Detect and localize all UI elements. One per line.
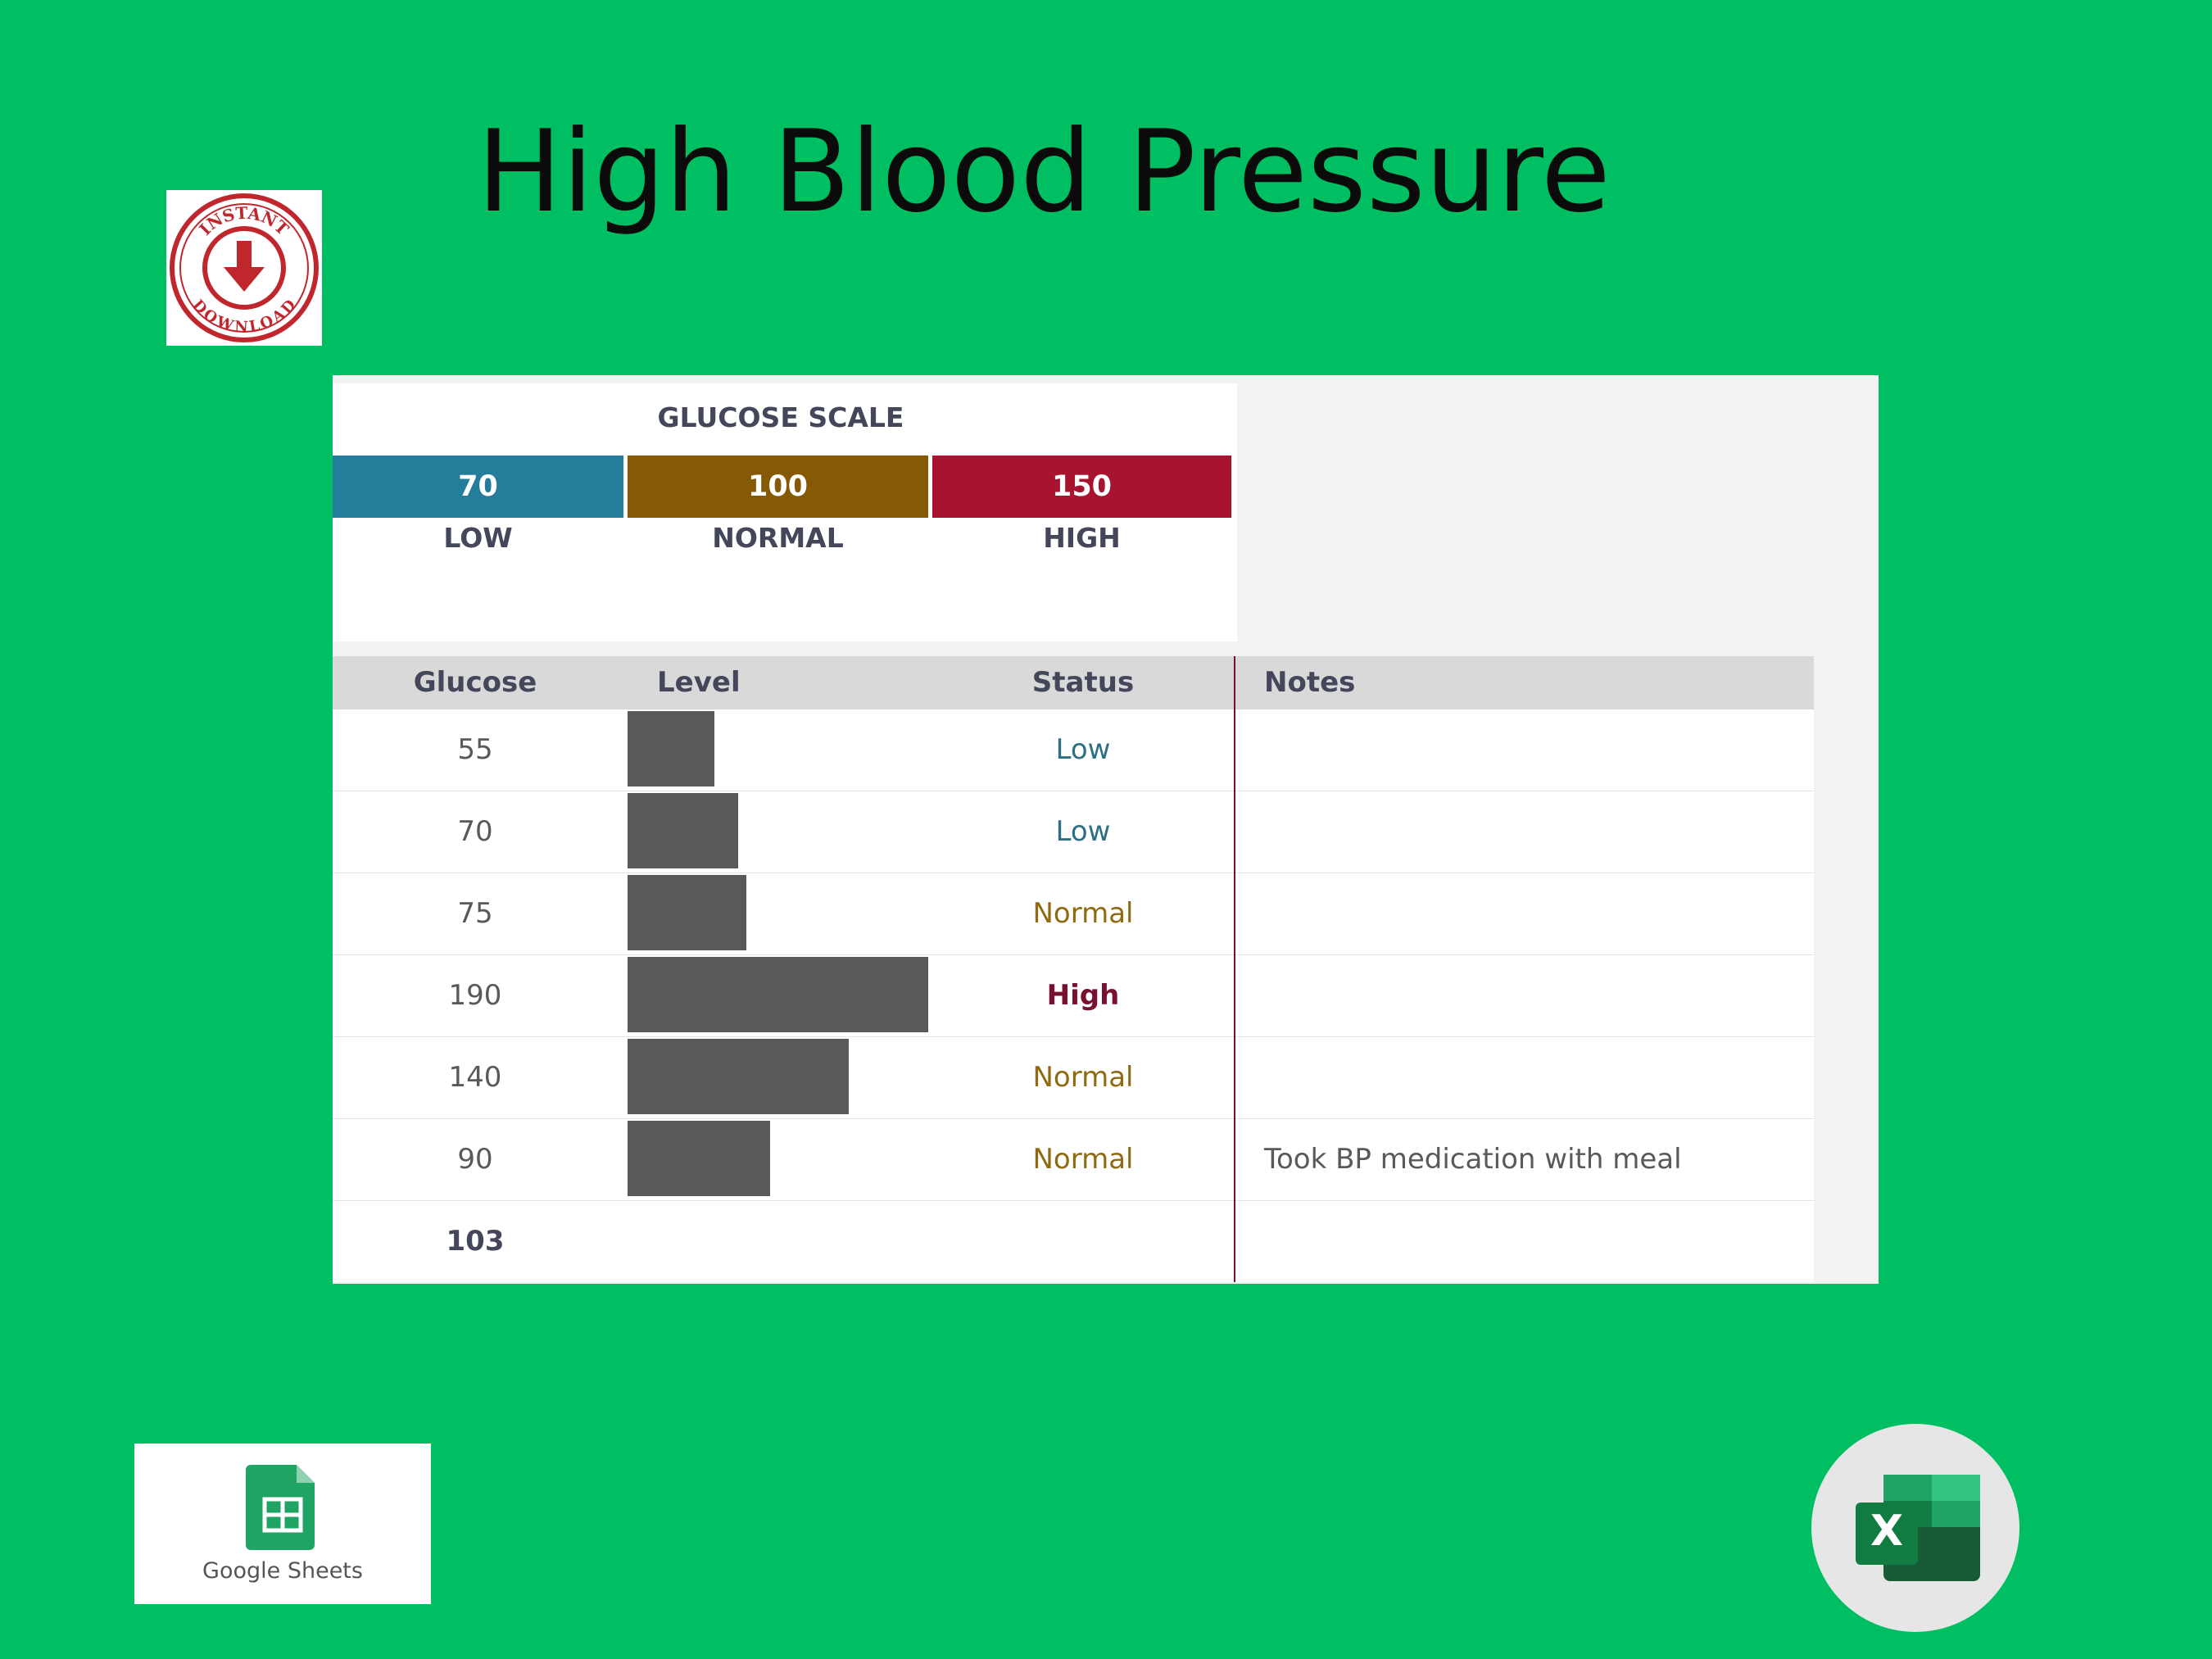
- table-row: [333, 873, 1814, 956]
- scale-title: GLUCOSE SCALE: [657, 401, 904, 433]
- level-bar: [628, 1039, 850, 1114]
- column-header: Status: [1031, 666, 1135, 699]
- scale-label: NORMAL: [712, 522, 844, 554]
- glucose-cell: 90: [457, 1143, 493, 1176]
- sheets-label: Google Sheets: [202, 1558, 363, 1584]
- excel-icon: X: [1856, 1475, 1980, 1581]
- status-cell: High: [1046, 979, 1120, 1012]
- table-row: [333, 1201, 1814, 1282]
- level-bar: [628, 1121, 770, 1196]
- status-cell: Normal: [1032, 1061, 1134, 1094]
- table-row: [333, 1037, 1814, 1120]
- status-cell: Low: [1055, 733, 1111, 766]
- level-bar: [628, 957, 928, 1032]
- notes-cell: Took BP medication with meal: [1264, 1143, 1682, 1176]
- status-cell: Normal: [1032, 1143, 1134, 1176]
- level-bar: [628, 875, 746, 950]
- scale-value: 100: [628, 456, 928, 518]
- column-divider: [1234, 656, 1235, 1282]
- scale-value: 150: [932, 456, 1231, 518]
- glucose-cell: 190: [448, 979, 502, 1012]
- table-header: [333, 656, 1814, 709]
- glucose-cell: 140: [448, 1061, 502, 1094]
- scale-value: 70: [333, 456, 623, 518]
- column-header: Notes: [1264, 666, 1356, 699]
- title: High Blood Pressure: [477, 106, 1611, 238]
- status-cell: Low: [1055, 815, 1111, 848]
- instant-download-badge: INSTANT DOWNLOAD: [166, 190, 322, 346]
- excel-letter: X: [1870, 1507, 1903, 1556]
- table-row: [333, 955, 1814, 1038]
- scale-label: HIGH: [1043, 522, 1121, 554]
- glucose-cell: 70: [457, 815, 493, 848]
- glucose-cell: 75: [457, 897, 493, 930]
- google-sheets-logo: Google Sheets: [134, 1444, 431, 1604]
- stamp-top-text: INSTANT: [195, 203, 292, 239]
- column-header: Glucose: [413, 666, 537, 699]
- status-cell: Normal: [1032, 897, 1134, 930]
- level-bar: [628, 793, 739, 868]
- stamp-top: INSTANT: [195, 203, 292, 239]
- stamp-icon: INSTANT DOWNLOAD: [170, 193, 319, 342]
- excel-logo: X: [1811, 1424, 2019, 1632]
- level-bar: [628, 711, 715, 786]
- table-row: [333, 791, 1814, 874]
- average-cell: 103: [446, 1225, 505, 1258]
- glucose-cell: 55: [457, 733, 493, 766]
- column-header: Level: [657, 666, 741, 699]
- scale-label: LOW: [443, 522, 513, 554]
- sheets-icon: [246, 1465, 315, 1550]
